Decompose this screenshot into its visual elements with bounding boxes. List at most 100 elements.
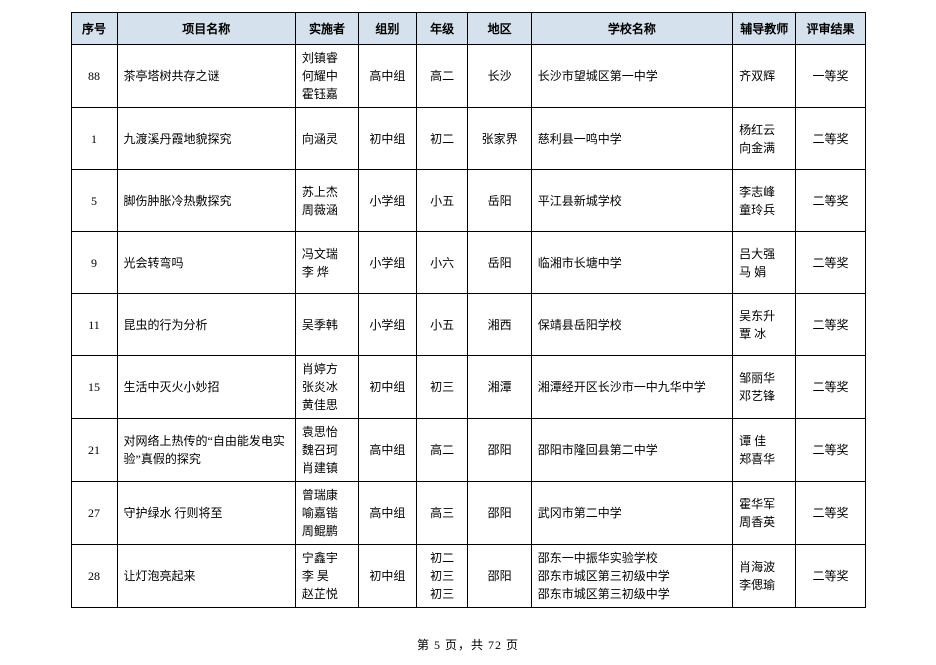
cell-result: 二等奖 [796,232,865,294]
cell-result: 二等奖 [796,419,865,482]
cell-region: 邵阳 [468,419,531,482]
header-implementer: 实施者 [295,13,358,45]
cell-school: 邵东一中振华实验学校 邵东市城区第三初级中学 邵东市城区第三初级中学 [531,545,732,608]
cell-result: 一等奖 [796,45,865,108]
cell-region: 邵阳 [468,482,531,545]
page-indicator: 第 5 页，共 72 页 [417,636,519,653]
header-grade: 年级 [416,13,468,45]
cell-implementer: 袁思怡 魏召珂 肖建镇 [295,419,358,482]
cell-project: 守护绿水 行则将至 [117,482,295,545]
cell-school: 湘潭经开区长沙市一中九华中学 [531,356,732,419]
cell-group: 高中组 [359,45,417,108]
cell-tutor: 吴东升 覃 冰 [733,294,796,356]
cell-group: 高中组 [359,419,417,482]
header-project: 项目名称 [117,13,295,45]
cell-tutor: 吕大强 马 娟 [733,232,796,294]
cell-project: 光会转弯吗 [117,232,295,294]
cell-project: 生活中灭火小妙招 [117,356,295,419]
header-tutor: 辅导教师 [733,13,796,45]
cell-school: 慈利县一鸣中学 [531,108,732,170]
cell-seq: 15 [71,356,117,419]
cell-group: 初中组 [359,545,417,608]
cell-school: 长沙市望城区第一中学 [531,45,732,108]
cell-group: 高中组 [359,482,417,545]
cell-result: 二等奖 [796,545,865,608]
table-row: 9光会转弯吗冯文瑞 李 烨小学组小六岳阳临湘市长塘中学吕大强 马 娟二等奖 [71,232,865,294]
cell-result: 二等奖 [796,294,865,356]
cell-grade: 高二 [416,419,468,482]
table-row: 88茶亭塔树共存之谜刘镇睿 何耀中 霍钰嘉高中组高二长沙长沙市望城区第一中学齐双… [71,45,865,108]
cell-grade: 初三 [416,356,468,419]
cell-implementer: 苏上杰 周薇涵 [295,170,358,232]
cell-implementer: 宁鑫宇 李 昊 赵芷悦 [295,545,358,608]
cell-seq: 28 [71,545,117,608]
cell-region: 长沙 [468,45,531,108]
cell-seq: 27 [71,482,117,545]
cell-project: 茶亭塔树共存之谜 [117,45,295,108]
table-row: 11昆虫的行为分析吴季韩小学组小五湘西保靖县岳阳学校吴东升 覃 冰二等奖 [71,294,865,356]
cell-tutor: 霍华军 周香英 [733,482,796,545]
cell-implementer: 冯文瑞 李 烨 [295,232,358,294]
table-row: 5脚伤肿胀冷热敷探究苏上杰 周薇涵小学组小五岳阳平江县新城学校李志峰 童玲兵二等… [71,170,865,232]
cell-region: 张家界 [468,108,531,170]
cell-group: 小学组 [359,170,417,232]
cell-seq: 9 [71,232,117,294]
cell-project: 对网络上热传的“自由能发电实验”真假的探究 [117,419,295,482]
cell-implementer: 肖婷方 张炎冰 黄佳思 [295,356,358,419]
cell-group: 小学组 [359,232,417,294]
cell-implementer: 吴季韩 [295,294,358,356]
cell-school: 武冈市第二中学 [531,482,732,545]
cell-tutor: 杨红云 向金满 [733,108,796,170]
cell-grade: 初二 初三 初三 [416,545,468,608]
cell-result: 二等奖 [796,356,865,419]
cell-result: 二等奖 [796,170,865,232]
cell-grade: 高三 [416,482,468,545]
table-row: 15生活中灭火小妙招肖婷方 张炎冰 黄佳思初中组初三湘潭湘潭经开区长沙市一中九华… [71,356,865,419]
cell-group: 小学组 [359,294,417,356]
cell-tutor: 邹丽华 邓艺锋 [733,356,796,419]
cell-implementer: 向涵灵 [295,108,358,170]
cell-seq: 1 [71,108,117,170]
cell-grade: 小五 [416,170,468,232]
cell-seq: 21 [71,419,117,482]
cell-project: 让灯泡亮起来 [117,545,295,608]
cell-grade: 高二 [416,45,468,108]
table-row: 27守护绿水 行则将至曾瑞康 喻嘉锴 周鲲鹏高中组高三邵阳武冈市第二中学霍华军 … [71,482,865,545]
cell-tutor: 肖海波 李偲瑜 [733,545,796,608]
cell-grade: 小五 [416,294,468,356]
cell-region: 湘西 [468,294,531,356]
header-seq: 序号 [71,13,117,45]
cell-school: 邵阳市隆回县第二中学 [531,419,732,482]
cell-seq: 11 [71,294,117,356]
data-table: 序号 项目名称 实施者 组别 年级 地区 学校名称 辅导教师 评审结果 88茶亭… [71,12,866,608]
cell-result: 二等奖 [796,482,865,545]
cell-implementer: 曾瑞康 喻嘉锴 周鲲鹏 [295,482,358,545]
cell-seq: 5 [71,170,117,232]
cell-group: 初中组 [359,108,417,170]
cell-tutor: 李志峰 童玲兵 [733,170,796,232]
cell-project: 昆虫的行为分析 [117,294,295,356]
header-school: 学校名称 [531,13,732,45]
header-result: 评审结果 [796,13,865,45]
table-row: 21对网络上热传的“自由能发电实验”真假的探究袁思怡 魏召珂 肖建镇高中组高二邵… [71,419,865,482]
header-group: 组别 [359,13,417,45]
cell-grade: 初二 [416,108,468,170]
cell-region: 邵阳 [468,545,531,608]
cell-project: 九渡溪丹霞地貌探究 [117,108,295,170]
cell-implementer: 刘镇睿 何耀中 霍钰嘉 [295,45,358,108]
cell-region: 岳阳 [468,170,531,232]
cell-school: 平江县新城学校 [531,170,732,232]
cell-region: 岳阳 [468,232,531,294]
cell-region: 湘潭 [468,356,531,419]
cell-school: 保靖县岳阳学校 [531,294,732,356]
table-row: 28让灯泡亮起来宁鑫宇 李 昊 赵芷悦初中组初二 初三 初三邵阳邵东一中振华实验… [71,545,865,608]
cell-school: 临湘市长塘中学 [531,232,732,294]
header-region: 地区 [468,13,531,45]
cell-seq: 88 [71,45,117,108]
cell-group: 初中组 [359,356,417,419]
table-container: 序号 项目名称 实施者 组别 年级 地区 学校名称 辅导教师 评审结果 88茶亭… [71,12,866,608]
cell-project: 脚伤肿胀冷热敷探究 [117,170,295,232]
cell-grade: 小六 [416,232,468,294]
cell-tutor: 谭 佳 郑喜华 [733,419,796,482]
cell-tutor: 齐双辉 [733,45,796,108]
